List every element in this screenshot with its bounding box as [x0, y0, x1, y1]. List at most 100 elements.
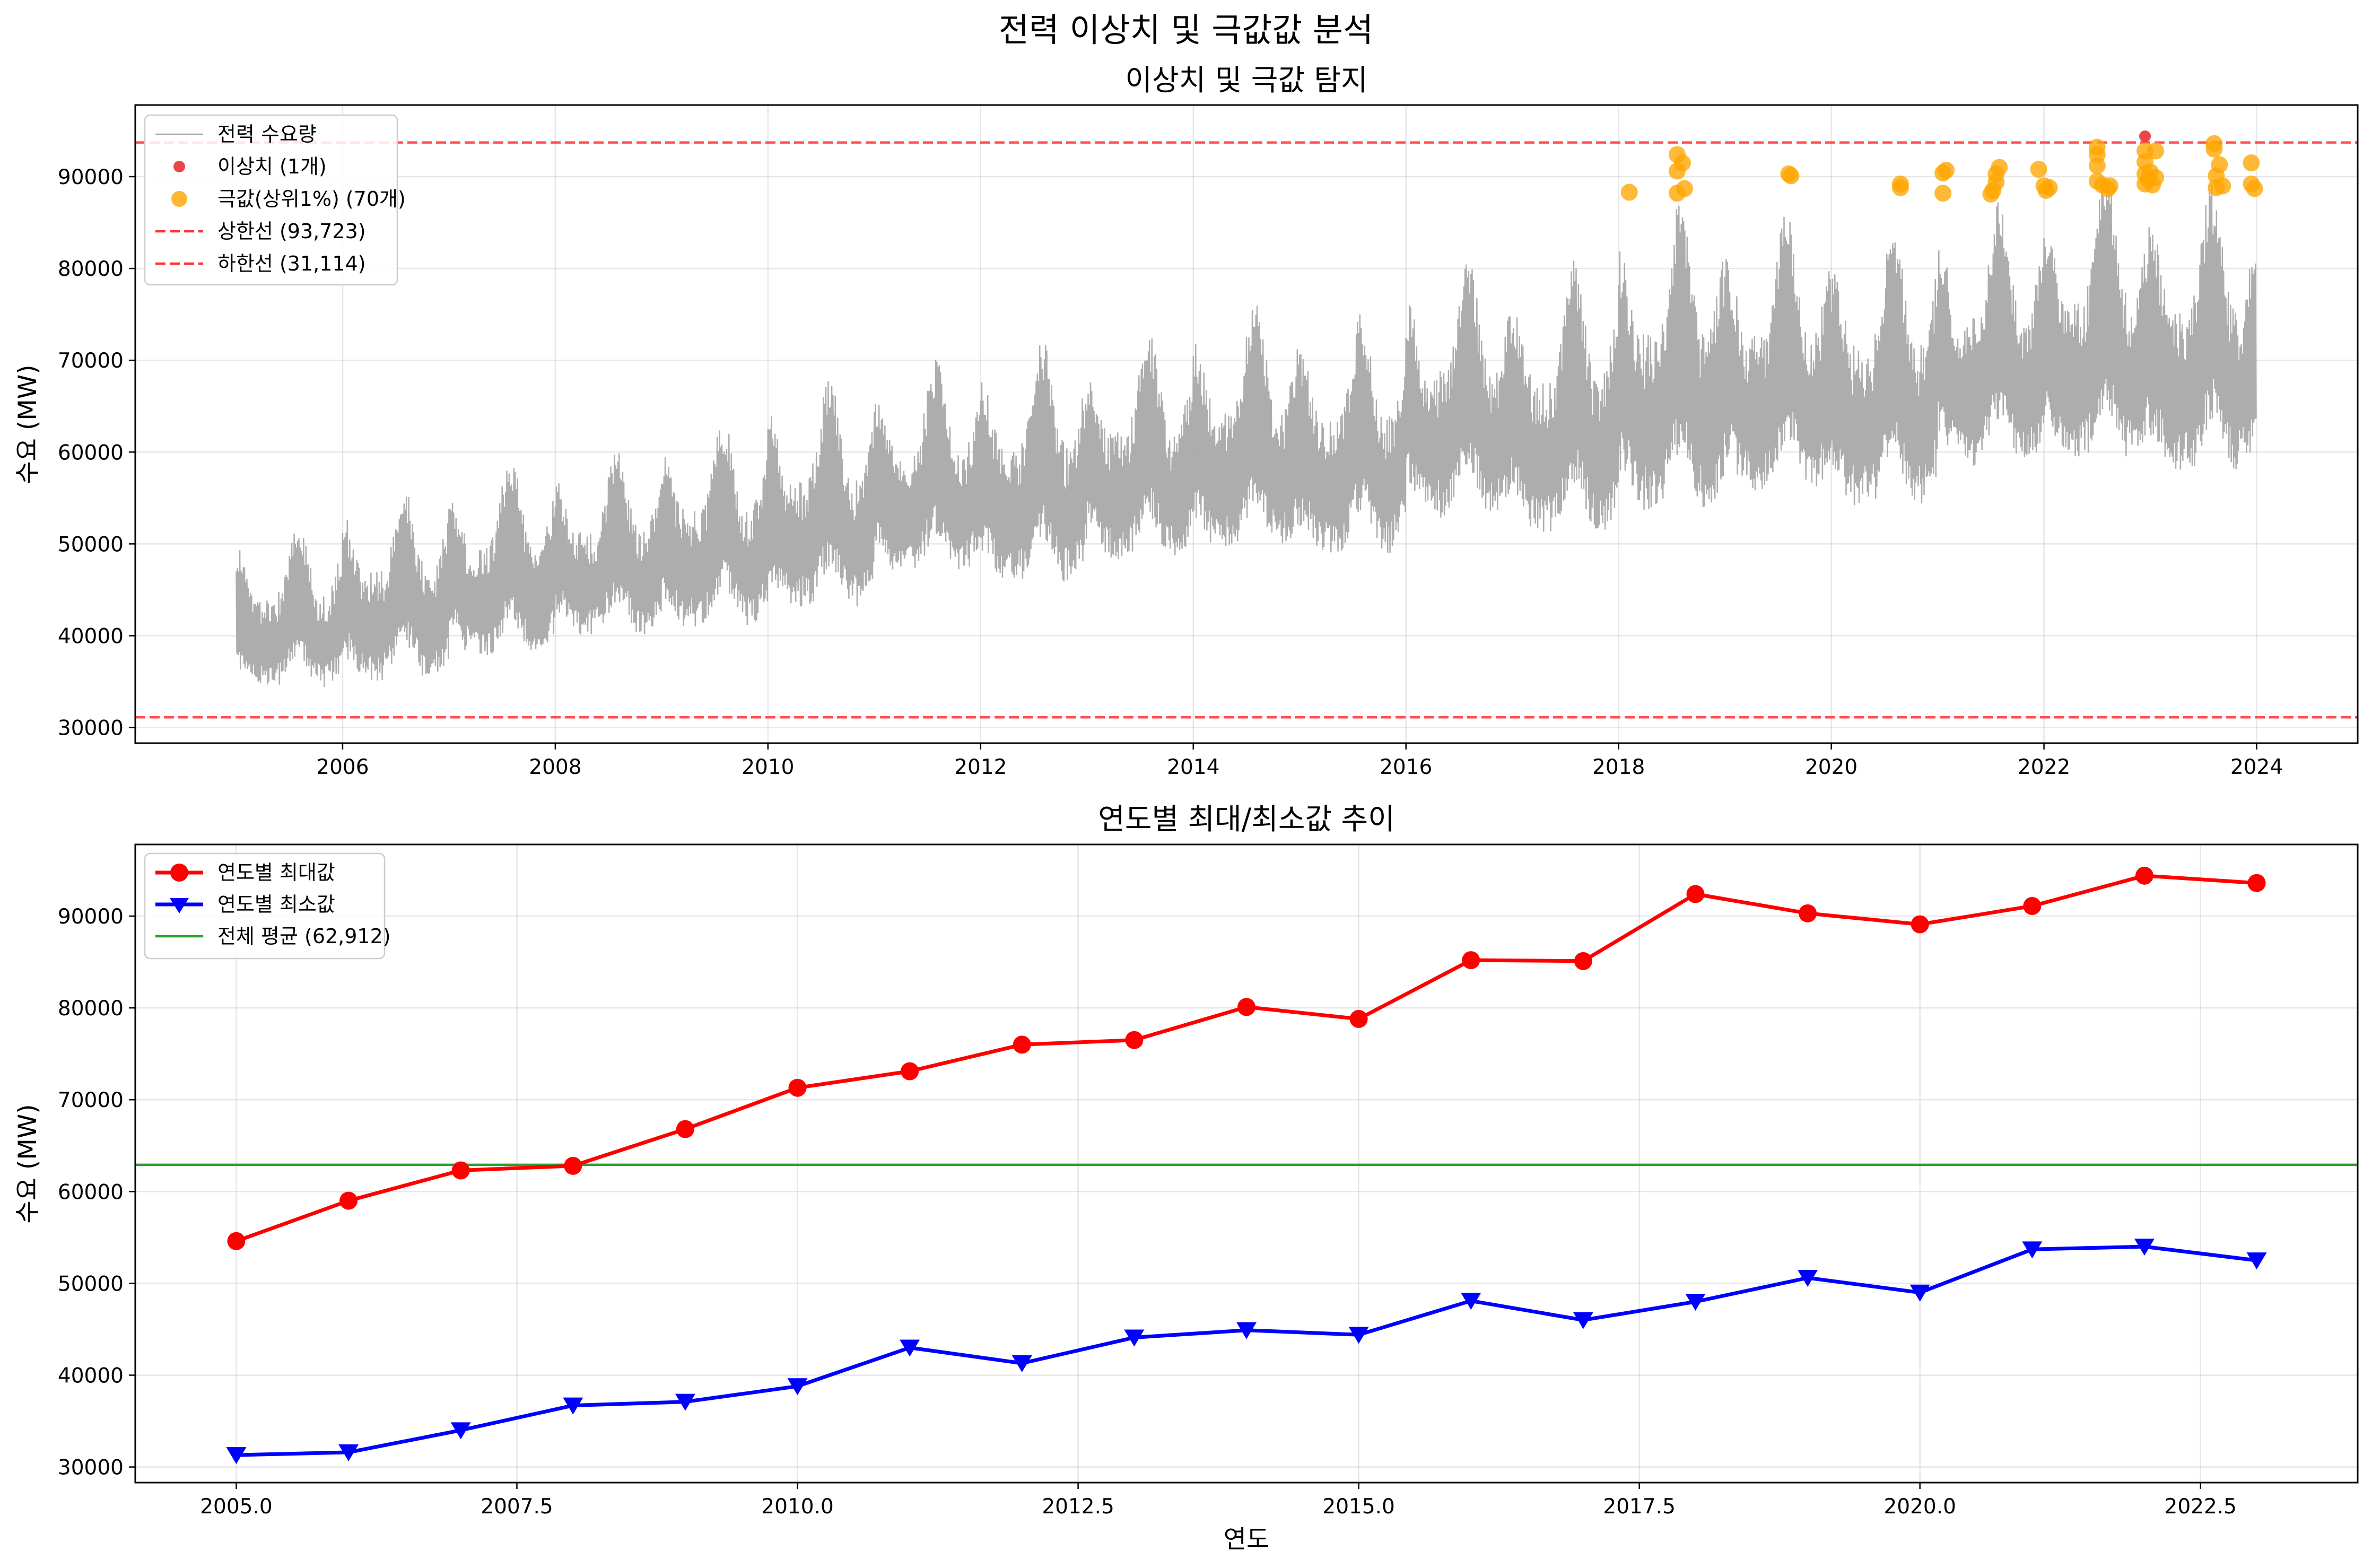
figure-suptitle: 전력 이상치 및 극값값 분석 [999, 11, 1373, 49]
panel2-xtick-label: 2022.5 [2165, 1495, 2237, 1519]
extreme-point [1620, 184, 1638, 201]
panel1-xtick-label: 2014 [1167, 755, 1219, 779]
panel2-xtick-label: 2015.0 [1322, 1495, 1394, 1519]
yearly-max-point [2247, 874, 2266, 892]
panel1-ytick-label: 80000 [58, 257, 124, 281]
panel1-xtick-label: 2008 [529, 755, 581, 779]
panel1-ytick-label: 60000 [58, 441, 124, 465]
panel1-title: 이상치 및 극값 탐지 [1125, 63, 1367, 97]
yearly-max-point [564, 1156, 582, 1175]
legend-max-label: 연도별 최대값 [217, 861, 335, 884]
extreme-point [2214, 177, 2231, 195]
yearly-min-point [1348, 1327, 1369, 1344]
yearly-min-point [1124, 1329, 1145, 1347]
panel2-title: 연도별 최대/최소값 추이 [1098, 802, 1395, 836]
yearly-max-point [1574, 952, 1592, 970]
panel2-legend-box [144, 852, 386, 960]
yearly-min-point [338, 1444, 359, 1461]
panel2-frame [134, 843, 2359, 1484]
extreme-point [1676, 180, 1693, 197]
yearly-max-point [1349, 1009, 1368, 1028]
panel1-legend: 전력 수요량 이상치 (1개) 극값(상위1%) (70개) 상한선 (93,7… [144, 114, 406, 286]
yearly-max-point [1911, 915, 1929, 934]
panel2-ytick-label: 50000 [58, 1272, 124, 1296]
panel2-series [226, 866, 2267, 1465]
panel-yearly-trend: 연도별 최대/최소값 추이 2005.0 2007.5 2010.0 2012.5 20… [13, 802, 2359, 1554]
panel2-legend: 연도별 최대값 연도별 최소값 전체 평균 (62,912) [144, 852, 391, 960]
yearly-min-point [1236, 1322, 1257, 1339]
panel1-xtick-label: 2024 [2230, 755, 2283, 779]
yearly-min-point [1909, 1284, 1930, 1302]
yearly-max-point [2023, 896, 2042, 915]
panel1-xtick-label: 2020 [1805, 755, 1858, 779]
panel2-xlabel: 연도 [1224, 1525, 1269, 1554]
yearly-min-point [900, 1339, 920, 1357]
yearly-max-point [1013, 1035, 1031, 1054]
yearly-max-point [676, 1120, 694, 1138]
panel1-xtick-label: 2018 [1592, 755, 1645, 779]
legend-outlier-label: 이상치 (1개) [217, 155, 327, 178]
panel1-ytick-label: 40000 [58, 624, 124, 648]
panel1-ytick-label: 50000 [58, 533, 124, 556]
yearly-min-point [1461, 1293, 1481, 1310]
panel1-ytick-label: 70000 [58, 349, 124, 373]
panel2-ticks: 2005.0 2007.5 2010.0 2012.5 2015.0 2017.5 2020… [58, 905, 2237, 1519]
yearly-min-point [1011, 1355, 1032, 1372]
yearly-min-point [1798, 1270, 1818, 1287]
panel1-ytick-label: 90000 [58, 165, 124, 189]
panel1-legend-box [144, 114, 398, 286]
legend-min-swatch-marker [170, 898, 189, 913]
extreme-point [2147, 142, 2165, 160]
legend-upper-label: 상한선 (93,723) [217, 220, 366, 243]
panel2-xtick-label: 2012.5 [1042, 1495, 1114, 1519]
demand-trace [236, 181, 2257, 687]
panel2-xtick-label: 2007.5 [481, 1495, 553, 1519]
panel2-ytick-label: 40000 [58, 1364, 124, 1388]
yearly-min-point [2246, 1252, 2267, 1270]
panel1-plot-area [135, 130, 2358, 719]
extreme-point [1991, 159, 2008, 176]
yearly-max-point [1462, 951, 1480, 970]
legend-extreme-label: 극값(상위1%) (70개) [217, 187, 406, 211]
yearly-max-point [1237, 998, 1255, 1016]
panel2-xtick-label: 2005.0 [200, 1495, 272, 1519]
legend-extreme-swatch [171, 191, 187, 207]
outlier-point [2139, 130, 2151, 142]
extreme-point [1891, 179, 1909, 196]
extreme-point [2147, 169, 2165, 186]
series-yearly-min [226, 1239, 2267, 1465]
legend-demand-label: 전력 수요량 [217, 123, 317, 146]
panel1-ylabel: 수요 (MW) [13, 364, 42, 484]
panel2-xtick-label: 2017.5 [1603, 1495, 1675, 1519]
yearly-max-point [1686, 885, 1705, 903]
legend-outlier-swatch [173, 161, 185, 172]
extreme-point [2088, 157, 2106, 175]
extreme-point [1782, 167, 1800, 185]
yearly-max-point [1125, 1031, 1144, 1049]
legend-min-label: 연도별 최소값 [217, 893, 335, 916]
yearly-max-point [901, 1062, 919, 1081]
yearly-max-point [2135, 866, 2153, 885]
panel2-ytick-label: 80000 [58, 997, 124, 1021]
yearly-max-point [788, 1078, 807, 1097]
extreme-point [2246, 180, 2263, 197]
yearly-max-point [451, 1161, 470, 1180]
series-demand [236, 181, 2257, 687]
panel2-ytick-label: 90000 [58, 905, 124, 929]
legend-mean-label: 전체 평균 (62,912) [217, 925, 391, 948]
series-outliers [2139, 130, 2151, 142]
panel1-xtick-label: 2012 [954, 755, 1007, 779]
panel2-xtick-label: 2010.0 [761, 1495, 833, 1519]
panel1-xtick-label: 2010 [742, 755, 794, 779]
panel2-xtick-label: 2020.0 [1883, 1495, 1956, 1519]
panel2-ytick-label: 30000 [58, 1456, 124, 1480]
yearly-min-point [226, 1447, 247, 1465]
panel2-grid [135, 844, 2358, 1483]
yearly-min-point [1685, 1294, 1706, 1311]
extreme-point [1934, 185, 1952, 202]
extreme-point [2101, 177, 2118, 195]
yearly-min-point [675, 1393, 695, 1411]
extreme-point [2040, 179, 2058, 196]
yearly-max-point [339, 1191, 358, 1210]
